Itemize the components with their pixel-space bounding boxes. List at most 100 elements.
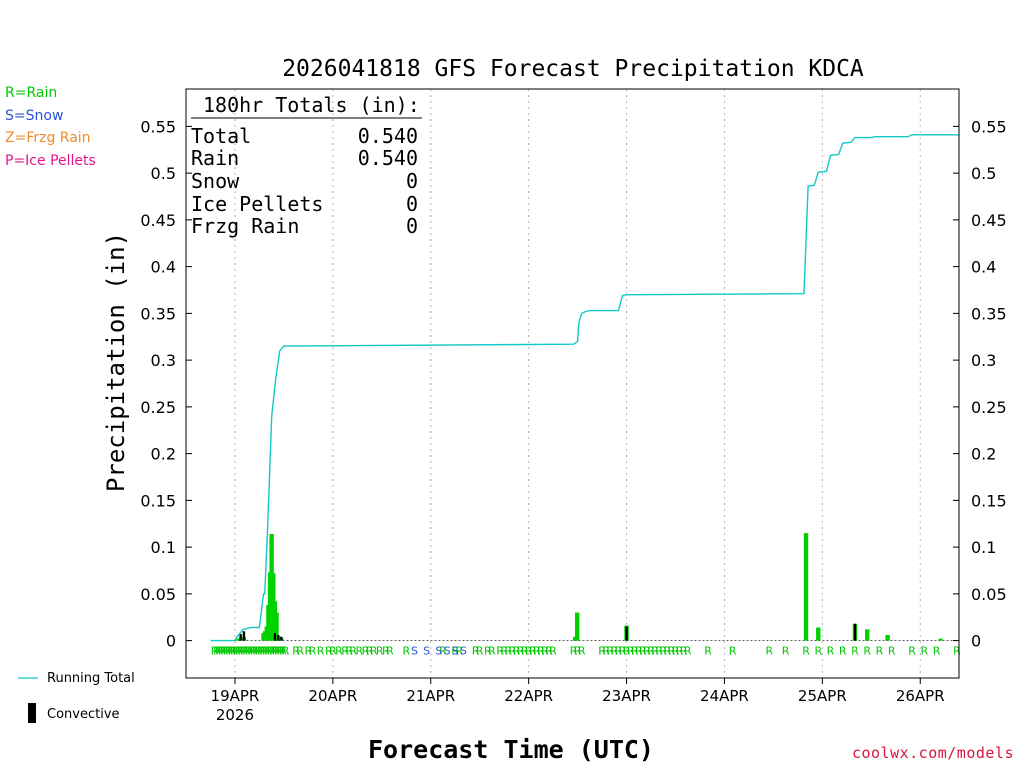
ptype-marker-rain: R [920,645,928,658]
ptype-marker-rain: R [570,645,578,658]
y-tick-label-left: 0.5 [151,164,176,183]
precip-bar [803,533,809,641]
ptype-marker-rain: R [639,645,647,658]
ptype-marker-rain: R [472,645,480,658]
precip-bars [235,533,943,641]
ptype-marker-rain: R [635,645,643,658]
ptype-marker-rain: R [476,645,484,658]
ptype-marker-rain: R [362,645,370,658]
ptype-marker-rain: R [228,645,236,658]
convective-bar [273,633,277,641]
precip-bar [938,638,943,641]
ptype-marker-rain: R [255,645,263,658]
ptype-marker-rain: R [509,645,517,658]
credit-link[interactable]: coolwx.com/models [851,744,1014,762]
ptype-marker-rain: R [606,645,614,658]
ptype-marker-rain: R [245,645,253,658]
ptype-marker-rain: R [345,645,353,658]
ptype-marker-rain: R [578,645,586,658]
ptype-marker-rain: R [598,645,606,658]
y-tick-label-left: 0.3 [151,351,176,370]
ptype-marker-rain: R [704,645,712,658]
y-tick-label-right: 0.1 [971,538,996,557]
totals-label-total: Total [191,124,251,148]
ptype-marker-rain: R [517,645,525,658]
ptype-marker-rain: R [627,645,635,658]
ptype-marker-rain: R [537,645,545,658]
y-axis-right: 0 0.05 0.1 0.15 0.2 0.25 0.3 0.35 0.4 0.45 0.5 0.55 [953,117,1007,651]
ptype-marker-rain: R [223,645,231,658]
running-total-line [210,134,959,642]
convective-bar [280,636,283,641]
ptype-marker-rain: R [296,645,304,658]
ptype-marker-rain: R [382,645,390,658]
ptype-marker-rain: R [610,645,618,658]
ptype-marker-snow: S [423,645,430,658]
ptype-marker-rain: R [782,645,790,658]
plot-frame [185,88,960,679]
ptype-legend-frzg-rain: Z=Frzg Rain [5,130,91,146]
ptype-marker-rain: R [243,645,251,658]
y-tick-label-right: 0.5 [971,164,996,183]
ptype-marker-rain: R [233,645,241,658]
running-total-legend-label: Running Total [47,671,135,686]
ptype-marker-rain: R [252,645,260,658]
y-tick-label-right: 0.25 [971,398,1007,417]
ptype-marker-rain: R [765,645,773,658]
y-tick-label-left: 0.55 [140,117,176,136]
ptype-marker-rain: R [335,645,343,658]
ptype-marker-rain: R [533,645,541,658]
ptype-legend-rain: R=Rain [5,85,58,101]
ptype-marker-snow: S [435,645,442,658]
ptype-marker-rain: R [655,645,663,658]
totals-label-rain: Rain [191,146,239,170]
y-tick-label-right: 0.2 [971,445,996,464]
ptype-marker-rain: R [221,645,229,658]
y-tick-label-left: 0.25 [140,398,176,417]
ptype-marker-rain: R [619,645,627,658]
totals-value-ice-pellets: 0 [406,192,418,216]
totals-value-snow: 0 [406,169,418,193]
ptype-marker-rain: R [851,645,859,658]
y-tick-label-right: 0.4 [971,258,996,277]
ptype-marker-snow: S [460,645,467,658]
convective-bar [625,626,628,641]
totals-heading: 180hr Totals (in): [203,93,420,117]
ptype-marker-rain: R [631,645,639,658]
ptype-marker-rain: R [574,645,582,658]
ptype-marker-rain: R [863,645,871,658]
ptype-marker-rain: R [545,645,553,658]
y-tick-label-right: 0 [971,632,981,651]
ptype-marker-rain: R [525,645,533,658]
precip-bar [235,638,240,641]
ptype-marker-rain: R [272,645,280,658]
ptype-marker-rain: R [521,645,529,658]
precip-bar [574,612,580,641]
y-tick-label-left: 0 [166,632,176,651]
ptype-marker-rain: R [529,645,537,658]
ptype-marker-rain: R [888,645,896,658]
x-tick-label: 24APR [700,687,749,705]
ptype-marker-rain: R [240,645,248,658]
ptype-marker-rain: R [496,645,504,658]
ptype-marker-rain: R [265,645,273,658]
ptype-marker-rain: R [876,645,884,658]
ptype-marker-rain: R [238,645,246,658]
x-tick-label: 20APR [308,687,357,705]
y-tick-label-left: 0.2 [151,445,176,464]
ptype-marker-rain: R [250,645,258,658]
ptype-marker-rain: R [623,645,631,658]
ptype-marker-rain: R [247,645,255,658]
ptype-marker-rain: R [305,645,313,658]
ptype-marker-rain: R [647,645,655,658]
ptype-marker-rain: R [953,645,961,658]
convective-bar [276,634,280,641]
totals-value-frzg-rain: 0 [406,214,418,238]
ptype-marker-rain: R [260,645,268,658]
y-tick-label-left: 0.05 [140,585,176,604]
ptype-marker-rain: R [230,645,238,658]
convective-bar [239,634,242,641]
y-tick-label-right: 0.05 [971,585,1007,604]
x-tick-label: 21APR [406,687,455,705]
